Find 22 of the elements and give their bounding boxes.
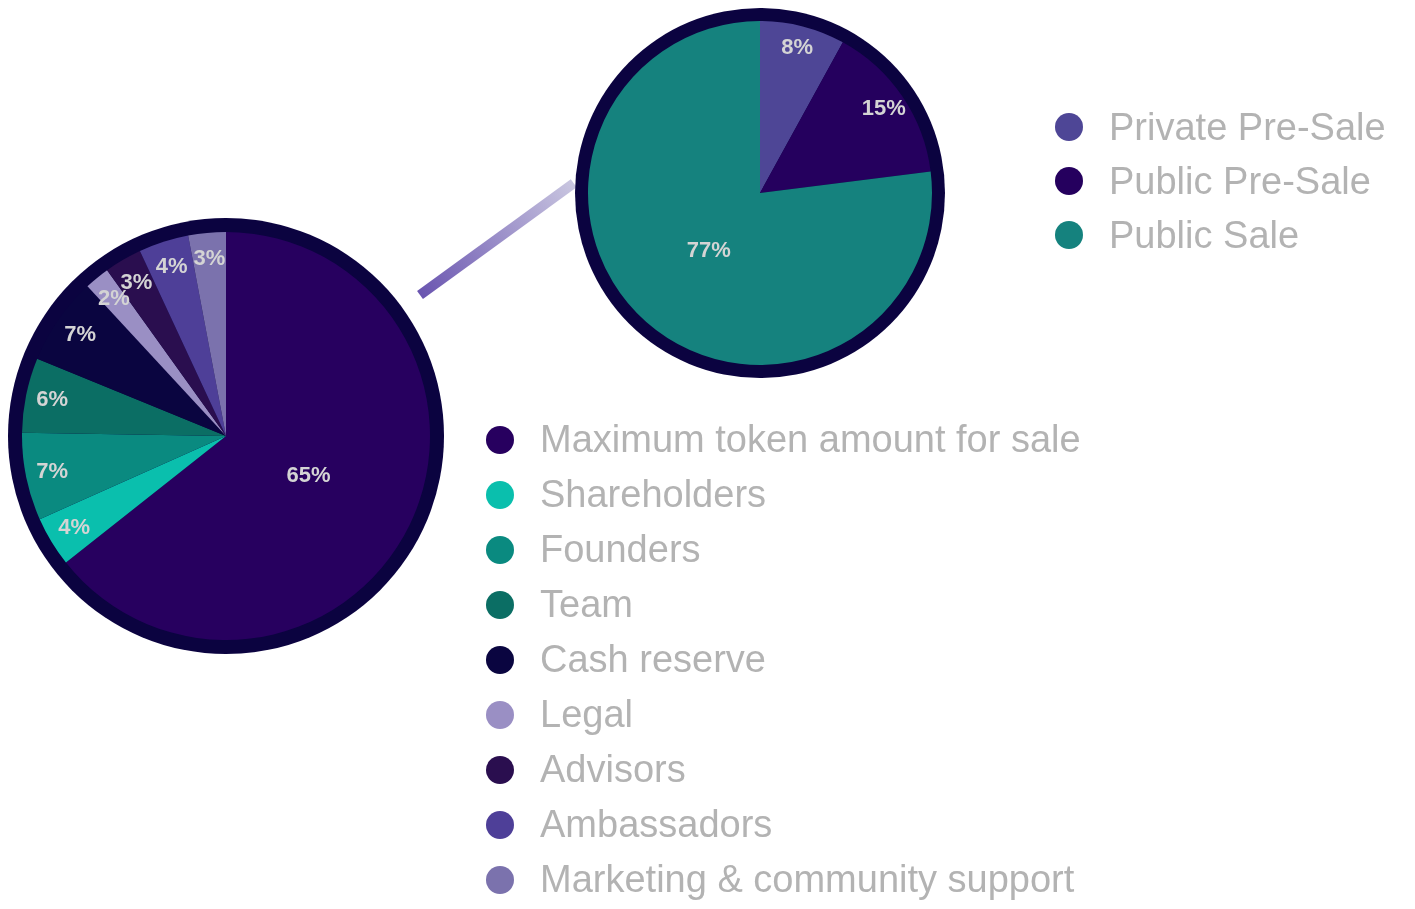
legend-label: Ambassadors (540, 803, 773, 846)
legend-label: Founders (540, 528, 701, 571)
data-label: 4% (58, 513, 91, 539)
legend-label: Shareholders (540, 473, 767, 516)
legend-label: Advisors (540, 748, 686, 791)
legend-label: Marketing & community support (540, 858, 1075, 901)
legend-label: Maximum token amount for sale (540, 418, 1081, 461)
data-label: 4% (155, 253, 188, 279)
legend-label: Cash reserve (540, 638, 766, 681)
legend-label: Team (540, 583, 633, 626)
data-label: 8% (781, 34, 814, 60)
data-label: 77% (686, 237, 731, 263)
legend-label: Public Pre-Sale (1109, 159, 1371, 203)
data-label: 7% (36, 457, 69, 483)
data-label: 65% (286, 462, 331, 488)
data-label: 6% (36, 386, 69, 412)
data-label: 7% (64, 320, 97, 346)
legend-label: Legal (540, 693, 633, 736)
data-label: 3% (193, 245, 226, 271)
legend-label: Public Sale (1109, 213, 1300, 257)
data-label: 15% (861, 94, 906, 120)
legend-label: Private Pre-Sale (1109, 105, 1386, 149)
